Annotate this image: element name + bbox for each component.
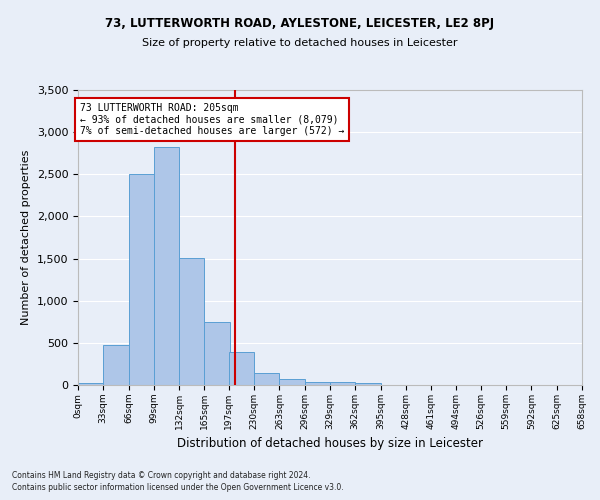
Text: Contains HM Land Registry data © Crown copyright and database right 2024.: Contains HM Land Registry data © Crown c…	[12, 470, 311, 480]
Bar	[154, 148, 179, 385]
Bar	[205, 322, 230, 385]
Text: Size of property relative to detached houses in Leicester: Size of property relative to detached ho…	[142, 38, 458, 48]
Bar	[179, 258, 205, 385]
X-axis label: Distribution of detached houses by size in Leicester: Distribution of detached houses by size …	[177, 438, 483, 450]
Bar	[254, 373, 280, 385]
Text: 73 LUTTERWORTH ROAD: 205sqm
← 93% of detached houses are smaller (8,079)
7% of s: 73 LUTTERWORTH ROAD: 205sqm ← 93% of det…	[80, 102, 344, 136]
Bar	[103, 346, 128, 385]
Bar	[330, 382, 355, 385]
Bar	[229, 352, 254, 385]
Text: 73, LUTTERWORTH ROAD, AYLESTONE, LEICESTER, LE2 8PJ: 73, LUTTERWORTH ROAD, AYLESTONE, LEICEST…	[106, 18, 494, 30]
Y-axis label: Number of detached properties: Number of detached properties	[21, 150, 31, 325]
Bar	[305, 382, 330, 385]
Bar	[355, 384, 380, 385]
Text: Contains public sector information licensed under the Open Government Licence v3: Contains public sector information licen…	[12, 483, 344, 492]
Bar	[128, 174, 154, 385]
Bar	[280, 378, 305, 385]
Bar	[78, 384, 103, 385]
